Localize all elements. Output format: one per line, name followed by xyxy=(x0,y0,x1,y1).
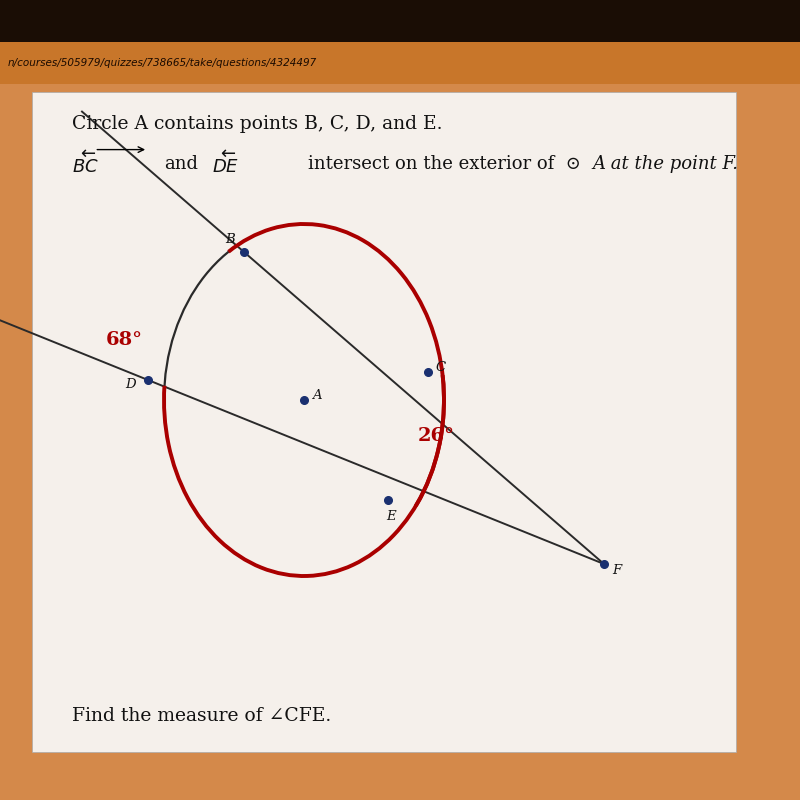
Text: $\overleftarrow{DE}$: $\overleftarrow{DE}$ xyxy=(212,150,239,178)
Bar xyxy=(0,42,800,84)
Text: D: D xyxy=(125,378,136,391)
Bar xyxy=(0,0,800,44)
Text: 68°: 68° xyxy=(106,331,142,349)
Bar xyxy=(32,92,736,752)
Text: C: C xyxy=(436,361,446,374)
Text: n/courses/505979/quizzes/738665/take/questions/4324497: n/courses/505979/quizzes/738665/take/que… xyxy=(8,58,318,68)
Text: 26°: 26° xyxy=(418,427,454,445)
Text: A at the point F.: A at the point F. xyxy=(592,155,738,173)
Text: and: and xyxy=(164,155,198,173)
Text: A: A xyxy=(312,389,322,402)
Text: B: B xyxy=(225,233,234,246)
Text: $\overleftarrow{BC}$: $\overleftarrow{BC}$ xyxy=(72,150,99,178)
Text: intersect on the exterior of  ⊙: intersect on the exterior of ⊙ xyxy=(308,155,586,173)
Text: Circle A contains points B, C, D, and E.: Circle A contains points B, C, D, and E. xyxy=(72,115,442,133)
Text: E: E xyxy=(386,510,396,522)
Text: F: F xyxy=(612,564,622,577)
Text: Find the measure of ∠CFE.: Find the measure of ∠CFE. xyxy=(72,707,331,725)
